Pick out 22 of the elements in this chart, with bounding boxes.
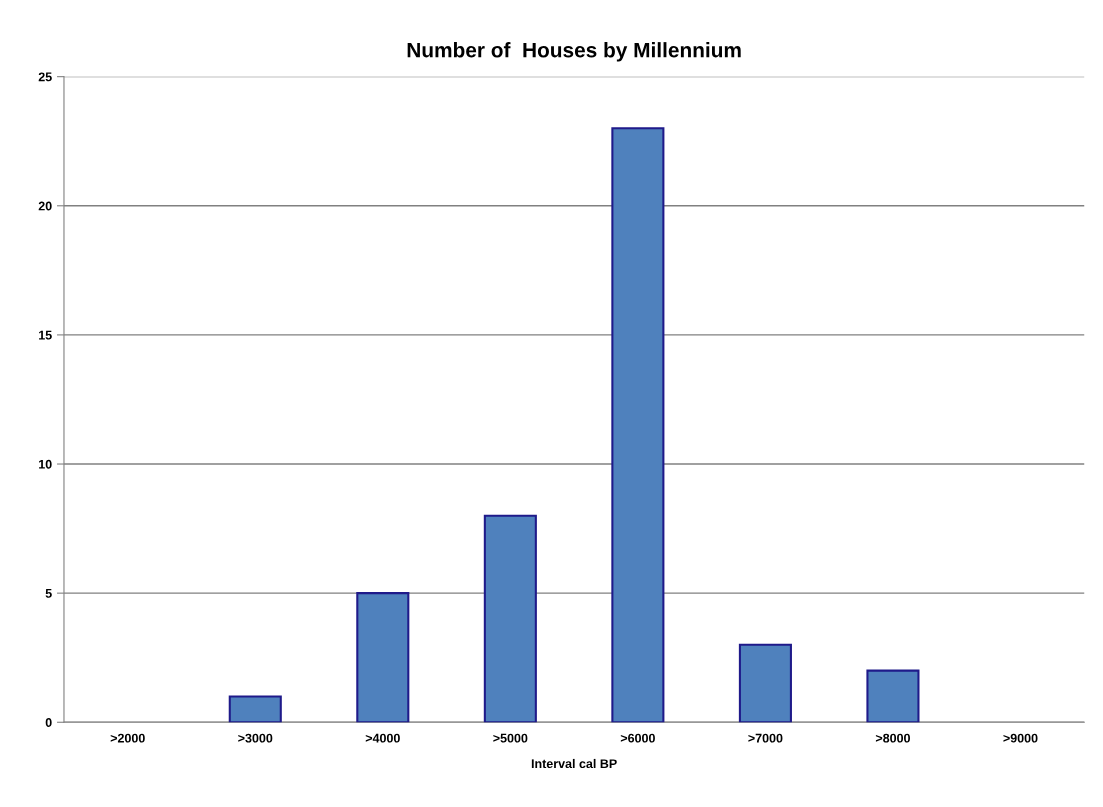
y-tick-label: 20 — [38, 201, 52, 211]
x-tick-label: >4000 — [365, 733, 400, 743]
bar — [356, 592, 410, 723]
bar — [611, 127, 665, 723]
x-tick-label: >7000 — [748, 733, 783, 743]
x-tick-label: >9000 — [1003, 733, 1038, 743]
y-tick-label: 15 — [39, 330, 52, 340]
x-tick-label: >2000 — [110, 733, 145, 743]
chart-title: Number of Houses by Millennium — [407, 42, 741, 62]
y-tick-label: 0 — [45, 718, 52, 727]
bar — [483, 514, 537, 723]
bar — [228, 695, 282, 723]
bar — [866, 669, 920, 723]
y-tick-label: 5 — [45, 589, 52, 598]
x-axis-title: Interval cal BP — [531, 758, 617, 769]
x-tick-label: >6000 — [620, 733, 655, 743]
y-tick-label: 10 — [39, 459, 52, 469]
x-tick-label: >8000 — [875, 733, 910, 743]
bar — [738, 643, 792, 723]
x-tick-label: >3000 — [238, 733, 273, 743]
x-tick-label: >5000 — [493, 733, 528, 743]
y-tick-label: 25 — [38, 72, 52, 82]
